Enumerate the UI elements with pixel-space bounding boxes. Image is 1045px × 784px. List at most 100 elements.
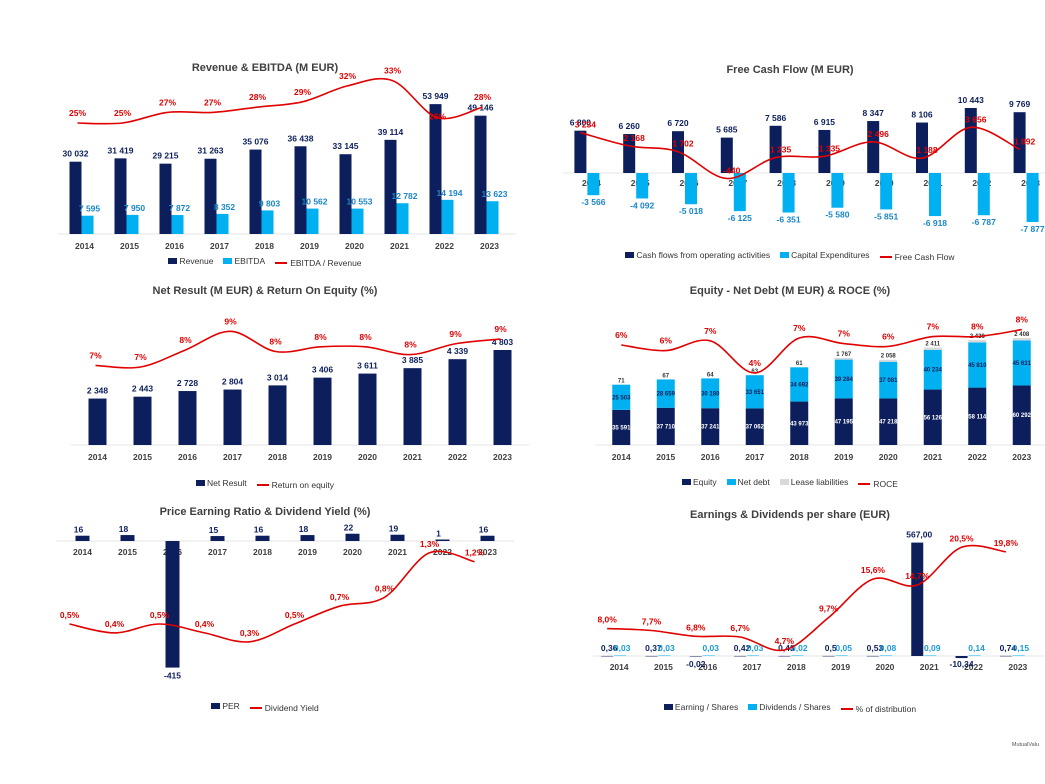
x-tick-label: 2021	[923, 452, 942, 462]
x-tick-label: 2020	[345, 241, 364, 251]
distribution-label: 8,0%	[597, 615, 617, 625]
net-result-bar	[313, 377, 332, 445]
revenue-data-label: 31 419	[108, 145, 134, 155]
per-bar	[255, 535, 270, 541]
ebitda-margin-line	[77, 77, 483, 125]
ebitda-data-label: 13 623	[482, 189, 508, 199]
free-cash-flow-label: 1 335	[819, 143, 841, 153]
capex-label: -6 918	[923, 218, 947, 228]
legend-bar-swatch	[663, 704, 673, 710]
legend-bar-swatch	[780, 252, 790, 258]
per-label: 19	[389, 524, 399, 534]
per-bar	[165, 541, 180, 668]
dividend-yield-label: 0,7%	[330, 592, 350, 602]
capex-label: -5 018	[679, 206, 703, 216]
equity-bar	[968, 387, 987, 445]
legend-item: Return on equity	[256, 480, 334, 490]
ebitda-margin-label: 29%	[294, 87, 311, 97]
x-tick-label: 2019	[298, 547, 317, 557]
net-debt-label: 34 692	[790, 382, 809, 388]
operating-cash-flow-bar	[720, 137, 733, 173]
equity-label: 60 292	[1013, 413, 1032, 419]
revenue-data-label: 53 949	[423, 91, 449, 101]
legend-label: Dividends / Shares	[759, 702, 831, 712]
net-result-roe-chart: Net Result (M EUR) & Return On Equity (%…	[30, 280, 529, 495]
earnings-dividends-per-share-chart: Earnings & Dividends per share (EUR) 201…	[545, 500, 1044, 720]
ebitda-margin-label: 28%	[249, 92, 266, 102]
distribution-label: 6,7%	[730, 623, 750, 633]
equity-label: 47 195	[835, 420, 854, 426]
eps-label: 0,42	[734, 643, 751, 653]
lease-liabilities-label: 71	[618, 379, 625, 385]
ebitda-data-label: 7 950	[124, 203, 146, 213]
ebitda-margin-label: 28%	[474, 92, 491, 102]
per-label: 15	[209, 525, 219, 535]
dps-label: 0,05	[835, 643, 852, 653]
return-on-equity-label: 9%	[224, 316, 237, 326]
revenue-data-label: 33 145	[333, 141, 359, 151]
capex-bar	[636, 173, 649, 199]
distribution-label: 15,6%	[861, 565, 886, 575]
capex-bar	[733, 173, 746, 212]
dividend-yield-label: 0,4%	[195, 619, 215, 629]
roce-line	[621, 328, 1022, 374]
legend-label: Capital Expenditures	[791, 250, 870, 260]
ebitda-margin-label: 27%	[204, 97, 221, 107]
legend-label: Lease liabilities	[790, 477, 849, 487]
return-on-equity-label: 8%	[404, 340, 417, 350]
lease-liabilities-label: 63	[751, 369, 758, 375]
legend-bar-swatch	[748, 704, 758, 710]
revenue-bar	[204, 158, 217, 234]
legend-line-swatch	[858, 483, 871, 485]
operating-cash-flow-bar	[867, 121, 880, 173]
x-tick-label: 2014	[75, 241, 94, 251]
ebitda-data-label: 10 562	[302, 197, 328, 207]
legend-label: Free Cash Flow	[894, 252, 955, 262]
legend-bar-swatch	[625, 252, 635, 258]
ebitda-margin-label: 32%	[339, 71, 356, 81]
equity-bar	[879, 398, 898, 445]
equity-label: 37 710	[657, 424, 676, 430]
free-cash-flow-label: -440	[723, 166, 740, 176]
legend-label: Net Result	[206, 478, 247, 488]
capex-label: -6 125	[728, 213, 752, 223]
ebitda-bar	[171, 215, 184, 234]
x-tick-label: 2016	[698, 662, 717, 672]
ebitda-margin-label: 25%	[114, 108, 131, 118]
x-tick-label: 2018	[790, 452, 809, 462]
dividend-yield-label: 0,5%	[150, 610, 170, 620]
net-result-roe-plot: 2014 2015 2016 2017 2018 2019 2020 2021 2022 2023…	[71, 316, 529, 462]
equity-net-debt-roce-chart: Equity - Net Debt (M EUR) & ROCE (%) 201…	[545, 280, 1045, 495]
revenue-data-label: 39 114	[378, 127, 404, 137]
x-tick-label: 2023	[480, 241, 499, 251]
dividend-yield-label: 1,3%	[420, 539, 440, 549]
per-label: 18	[119, 524, 129, 534]
revenue-bar	[249, 149, 262, 234]
dps-bar	[747, 655, 760, 656]
x-tick-label: 2018	[253, 547, 272, 557]
revenue-bar	[114, 158, 127, 234]
operating-cash-flow-bar	[916, 122, 928, 173]
x-tick-label: 2020	[875, 662, 894, 672]
net-result-bar	[268, 385, 287, 445]
legend-label: Net debt	[737, 477, 770, 487]
eps-label: 0,74	[1000, 643, 1017, 653]
lease-liabilities-bar	[968, 339, 987, 343]
legend-label: Cash flows from operating activities	[636, 250, 771, 260]
chart-legend: Net Result Return on equity	[30, 478, 500, 490]
net-result-bar	[403, 368, 422, 445]
distribution-label: 4,7%	[775, 636, 795, 646]
chart-legend: Equity Net debt Lease liabilities ROCE	[545, 477, 1035, 489]
free-cash-flow-label: 1 892	[1014, 136, 1036, 146]
x-tick-label: 2021	[388, 547, 407, 557]
x-tick-label: 2019	[834, 452, 853, 462]
lease-liabilities-label: 64	[707, 372, 714, 378]
operating-cash-flow-label: 10 443	[958, 95, 984, 105]
eps-label: 0,5	[825, 643, 837, 653]
return-on-equity-label: 9%	[449, 329, 462, 339]
dps-label: 0,03	[614, 643, 631, 653]
legend-bar-swatch	[195, 480, 205, 486]
legend-label: EBITDA	[234, 256, 266, 266]
x-tick-label: 2019	[300, 241, 319, 251]
equity-bar	[612, 409, 631, 445]
